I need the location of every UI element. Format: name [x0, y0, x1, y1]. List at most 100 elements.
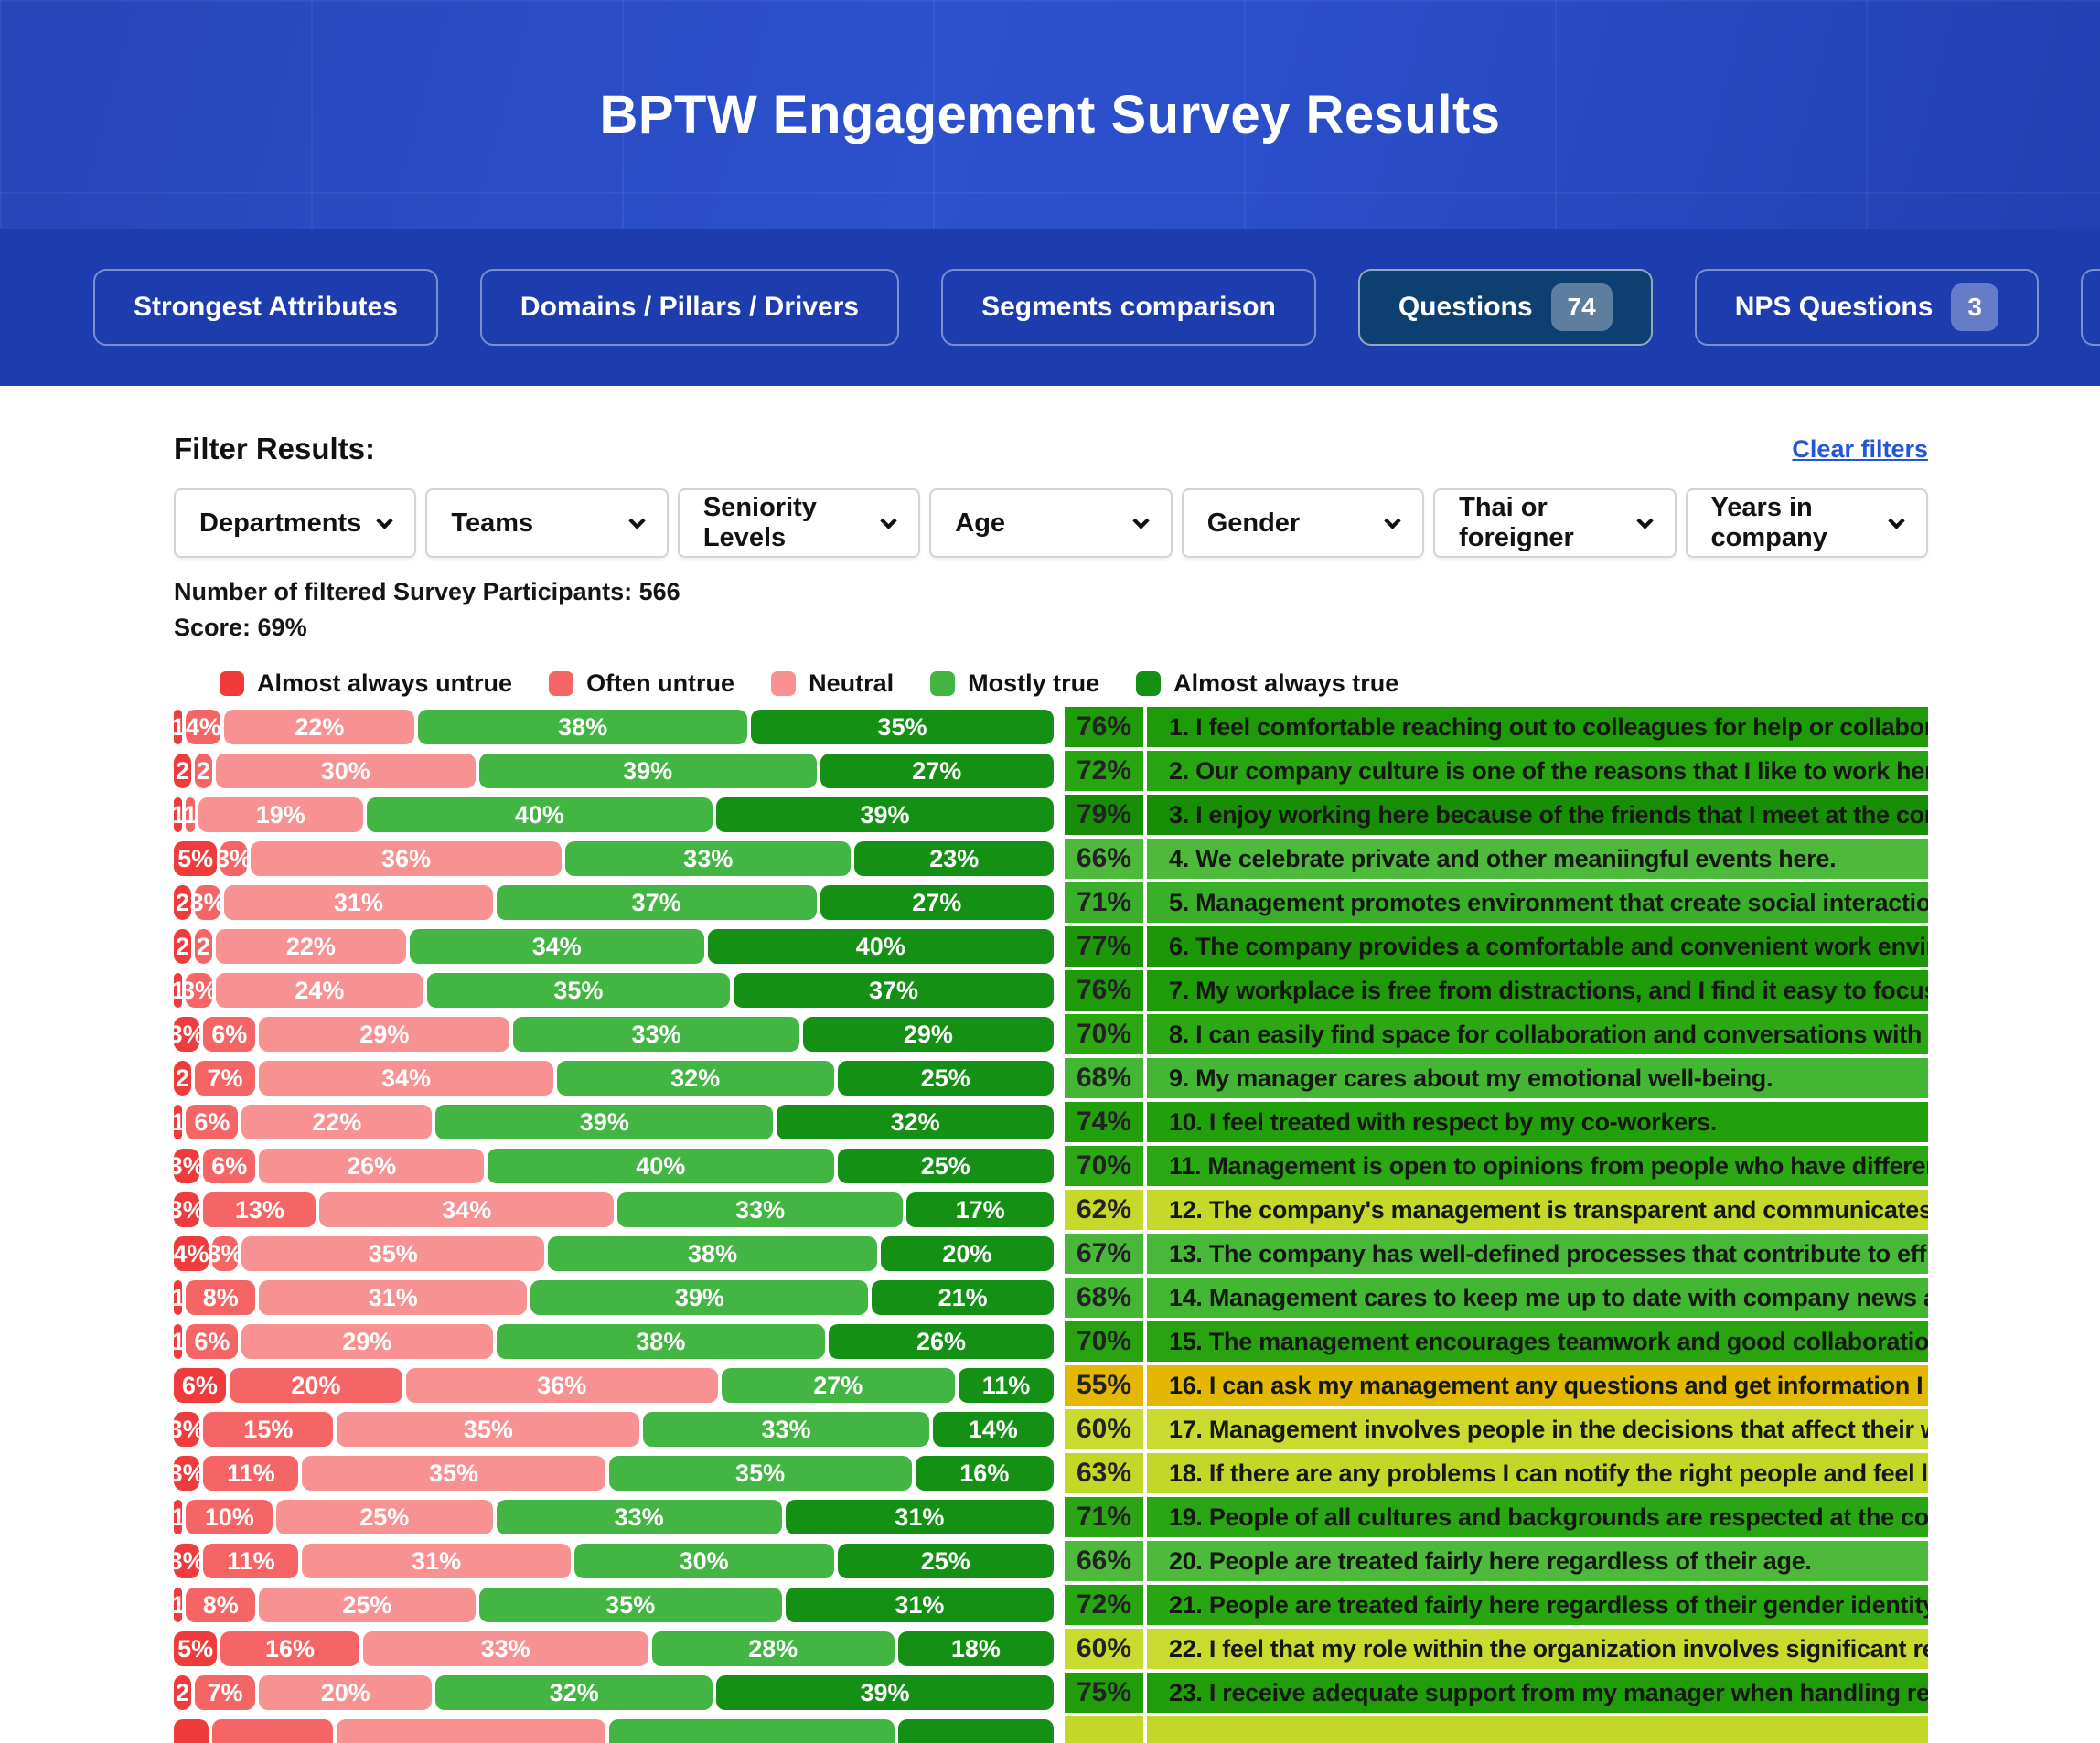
filter-seniority-levels[interactable]: Seniority Levels	[677, 488, 921, 558]
survey-row: 5% 16% 33% 28% 18% 60% 22. I feel that my ro…	[174, 1627, 1928, 1671]
bar-segment: 25%	[837, 1149, 1054, 1184]
stacked-bar: 3% 11% 31% 30% 25%	[169, 1544, 1054, 1579]
legend-item-almost-always-untrue: Almost always untrue	[220, 669, 512, 698]
bar-segment: 3%	[169, 1192, 205, 1228]
bar-segment: 37%	[496, 885, 817, 921]
bar-segment: 33%	[513, 1017, 799, 1053]
survey-row: 3% 13% 34% 33% 17% 62% 12. The company's man…	[169, 1188, 1928, 1232]
score-cell: 75%	[1065, 1673, 1143, 1714]
bar-segment: 2	[194, 929, 212, 965]
question-cell: 1. I feel comfortable reaching out to co…	[1147, 707, 1928, 748]
bar-segment: 6%	[186, 1324, 239, 1360]
stacked-bar: 2 2 30% 39% 27%	[174, 754, 1054, 789]
legend-label: Mostly true	[968, 669, 1100, 698]
chevron-down-icon	[1888, 511, 1905, 529]
filter-age[interactable]: Age	[929, 488, 1173, 558]
bar-segment: 20%	[229, 1368, 402, 1404]
bar-segment: 33%	[617, 1192, 904, 1228]
bar-segment: 37%	[733, 973, 1054, 1009]
bar-segment: 1	[171, 797, 185, 833]
filter-thai-or-foreigner[interactable]: Thai or foreigner	[1433, 488, 1677, 558]
stacked-bar: 1 1 19% 40% 39%	[171, 797, 1054, 833]
question-cell: 15. The management encourages teamwork a…	[1147, 1321, 1928, 1363]
question-cell: 23. I receive adequate support from my m…	[1147, 1673, 1928, 1714]
score-cell: 71%	[1065, 882, 1143, 924]
question-cell	[1147, 1716, 1928, 1743]
bar-segment: 3%	[169, 1456, 205, 1492]
legend-swatch	[930, 671, 956, 697]
bar-segment: 2	[194, 754, 212, 789]
question-cell: 3. I enjoy working here because of the f…	[1147, 795, 1928, 836]
bar-segment: 3%	[190, 885, 226, 921]
bar-segment: 6%	[174, 1368, 226, 1404]
question-cell: 2. Our company culture is one of the rea…	[1147, 751, 1928, 792]
score-cell: 67%	[1065, 1234, 1143, 1275]
bar-segment: 27%	[721, 1368, 955, 1404]
bar-segment: 30%	[573, 1544, 834, 1579]
stacked-bar: 2 2 22% 34% 40%	[174, 929, 1055, 965]
stacked-bar: 3% 13% 34% 33% 17%	[169, 1192, 1054, 1228]
filter-departments[interactable]: Departments	[174, 488, 417, 558]
overall-score-text: Score: 69%	[174, 614, 307, 642]
survey-row: 1 3% 24% 35% 37% 76% 7. My workplace is free…	[171, 968, 1928, 1012]
bar-segment: 6%	[203, 1149, 256, 1184]
bar-segment: 1	[171, 1324, 185, 1360]
tab-strongest-attributes[interactable]: Strongest Attributes	[93, 269, 438, 346]
bar-segment: 16%	[915, 1456, 1054, 1492]
bar-segment: 38%	[548, 1236, 877, 1272]
chevron-down-icon	[1635, 511, 1654, 529]
score-cell: 70%	[1065, 1014, 1143, 1055]
survey-row: 3% 11% 31% 30% 25% 66% 20. People are treate…	[169, 1539, 1928, 1583]
bar-segment: 24%	[215, 973, 423, 1009]
survey-row: 4% 3% 35% 38% 20% 67% 13. The company has we…	[173, 1232, 1928, 1276]
bar-segment: 3%	[208, 1236, 243, 1272]
legend-item-almost-always-true: Almost always true	[1136, 669, 1398, 698]
bar-segment: 1	[171, 1588, 185, 1623]
filter-years-in-company[interactable]: Years in company	[1685, 488, 1928, 558]
stacked-bar: 3% 11% 35% 35% 16%	[169, 1456, 1054, 1492]
tab-segments-comparison[interactable]: Segments comparison	[941, 269, 1316, 346]
filter-teams[interactable]: Teams	[425, 488, 669, 558]
question-cell: 19. People of all cultures and backgroun…	[1147, 1497, 1928, 1538]
tab-label: Questions	[1398, 292, 1533, 322]
stacked-bar: 1 10% 25% 33% 31%	[171, 1500, 1054, 1535]
survey-row: 5% 3% 36% 33% 23% 66% 4. We celebrate privat…	[174, 837, 1928, 881]
tab-open-ended[interactable]: Open Ended 2	[2081, 269, 2100, 346]
clear-filters-link[interactable]: Clear filters	[1792, 434, 1928, 463]
tab-nps-questions[interactable]: NPS Questions 3	[1694, 269, 2039, 346]
bar-segment: 31%	[785, 1500, 1054, 1535]
stacked-bar: 2 3% 31% 37% 27%	[174, 885, 1054, 921]
bar-segment: 22%	[241, 1105, 433, 1140]
filter-gender[interactable]: Gender	[1181, 488, 1425, 558]
survey-row: 3% 15% 35% 33% 14% 60% 17. Management involv…	[169, 1407, 1928, 1451]
question-cell: 13. The company has well-defined process…	[1147, 1234, 1928, 1275]
tab-questions[interactable]: Questions 74	[1357, 269, 1653, 346]
chevron-down-icon	[376, 511, 394, 529]
tab-label: Domains / Pillars / Drivers	[520, 292, 860, 322]
stacked-bar: 5% 16% 33% 28% 18%	[174, 1631, 1054, 1667]
filter-label: Teams	[451, 508, 534, 538]
question-cell: 10. I feel treated with respect by my co…	[1147, 1102, 1928, 1143]
bar-segment: 22%	[224, 710, 415, 745]
bar-segment: 27%	[820, 885, 1054, 921]
survey-row: 1 8% 25% 35% 31% 72% 21. People are treated …	[171, 1583, 1928, 1627]
chevron-down-icon	[880, 511, 897, 529]
question-cell: 20. People are treated fairly here regar…	[1147, 1541, 1928, 1582]
bar-segment: 3%	[169, 1544, 205, 1579]
question-cell: 7. My workplace is free from distraction…	[1147, 970, 1928, 1011]
survey-row	[174, 1715, 1928, 1743]
score-cell: 77%	[1065, 926, 1143, 968]
bar-segment: 30%	[215, 754, 476, 789]
page-header: BPTW Engagement Survey Results	[0, 0, 2100, 229]
stacked-bar: 1 3% 24% 35% 37%	[171, 973, 1054, 1009]
bar-segment: 26%	[259, 1149, 485, 1184]
bar-segment: 35%	[302, 1456, 605, 1492]
bar-segment: 28%	[651, 1631, 895, 1667]
nav-tabs-bar: Strongest Attributes Domains / Pillars /…	[0, 229, 2100, 386]
tab-domains-pillars-drivers[interactable]: Domains / Pillars / Drivers	[479, 269, 900, 346]
question-cell: 21. People are treated fairly here regar…	[1147, 1585, 1928, 1626]
score-cell: 66%	[1065, 839, 1143, 880]
bar-segment: 2	[174, 1061, 191, 1096]
legend-swatch	[771, 671, 797, 697]
question-cell: 22. I feel that my role within the organ…	[1147, 1629, 1928, 1670]
